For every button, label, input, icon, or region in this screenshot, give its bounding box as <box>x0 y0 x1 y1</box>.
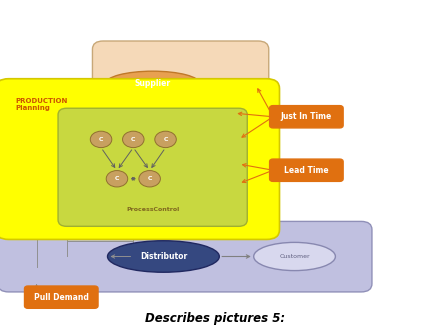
Text: Pull Demand: Pull Demand <box>34 293 89 302</box>
Circle shape <box>139 171 160 187</box>
Ellipse shape <box>105 71 200 96</box>
Circle shape <box>106 171 128 187</box>
Circle shape <box>155 131 176 148</box>
Text: Just In Time: Just In Time <box>281 112 332 121</box>
Ellipse shape <box>108 241 219 272</box>
Text: C: C <box>163 137 168 142</box>
Text: C: C <box>147 176 152 181</box>
Text: Describes pictures 5:: Describes pictures 5: <box>145 312 285 325</box>
Ellipse shape <box>254 242 335 271</box>
Text: Supplier: Supplier <box>135 79 171 88</box>
FancyBboxPatch shape <box>92 41 269 130</box>
FancyBboxPatch shape <box>270 106 343 128</box>
FancyBboxPatch shape <box>0 221 372 292</box>
Text: C: C <box>115 176 119 181</box>
Text: Lead Time: Lead Time <box>284 166 329 175</box>
FancyBboxPatch shape <box>270 159 343 181</box>
Text: C: C <box>131 137 135 142</box>
FancyBboxPatch shape <box>0 79 280 239</box>
Circle shape <box>90 131 112 148</box>
FancyBboxPatch shape <box>58 108 247 226</box>
Text: PRODUCTION
Planning: PRODUCTION Planning <box>15 98 68 112</box>
Text: ProcessControl: ProcessControl <box>126 207 179 212</box>
Circle shape <box>123 131 144 148</box>
Text: C: C <box>99 137 103 142</box>
Text: Customer: Customer <box>279 254 310 259</box>
FancyBboxPatch shape <box>25 286 98 308</box>
Text: Distributor: Distributor <box>140 252 187 261</box>
